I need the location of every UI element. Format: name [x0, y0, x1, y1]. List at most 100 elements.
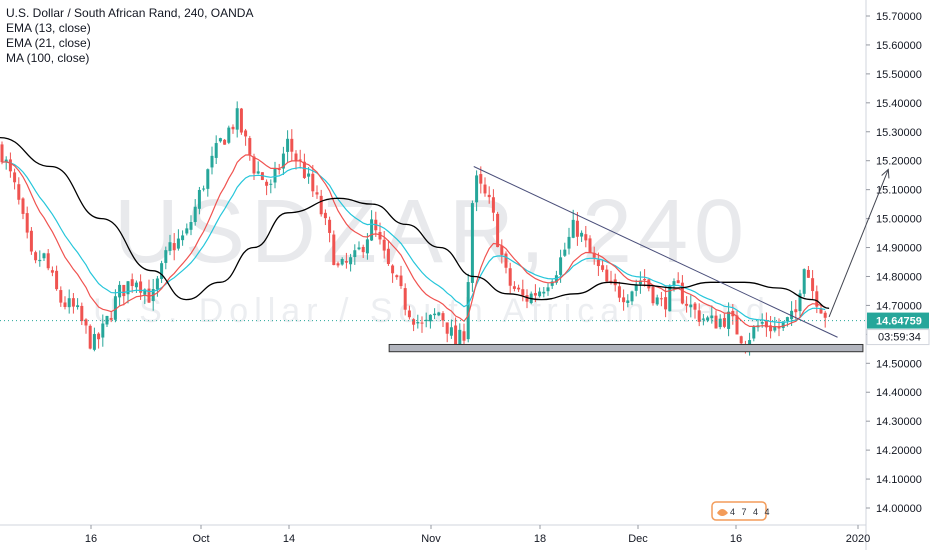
candle-body[interactable] [63, 302, 67, 307]
candle-body[interactable] [815, 291, 819, 307]
candle-body[interactable] [517, 287, 521, 290]
candle-body[interactable] [525, 295, 529, 302]
candle-body[interactable] [676, 280, 680, 284]
legend-item-ma100[interactable]: MA (100, close) [6, 51, 90, 65]
candle-body[interactable] [109, 318, 113, 320]
candle-body[interactable] [739, 336, 743, 344]
candle-body[interactable] [580, 232, 584, 237]
candle-body[interactable] [105, 315, 109, 325]
candle-body[interactable] [38, 259, 42, 262]
candle-body[interactable] [332, 234, 336, 266]
candle-body[interactable] [403, 288, 407, 310]
candle-body[interactable] [630, 291, 634, 302]
candle-body[interactable] [59, 290, 63, 303]
candle-body[interactable] [504, 253, 508, 268]
legend-item-ema13[interactable]: EMA (13, close) [6, 21, 91, 35]
candle-body[interactable] [50, 270, 54, 273]
candle-body[interactable] [659, 298, 663, 300]
candle-body[interactable] [340, 259, 344, 265]
candle-body[interactable] [445, 322, 449, 334]
candle-body[interactable] [84, 319, 88, 326]
descending-trendline[interactable] [473, 166, 838, 338]
candle-body[interactable] [441, 313, 445, 321]
candle-body[interactable] [701, 318, 705, 320]
candle-body[interactable] [538, 291, 542, 297]
candle-body[interactable] [697, 310, 701, 322]
candle-body[interactable] [458, 329, 462, 347]
candle-body[interactable] [46, 253, 50, 269]
candle-body[interactable] [643, 279, 647, 281]
candle-body[interactable] [277, 168, 281, 170]
candle-body[interactable] [193, 206, 197, 222]
candle-body[interactable] [25, 213, 29, 233]
candle-body[interactable] [521, 289, 525, 296]
projection-arrow[interactable] [828, 169, 889, 318]
candle-body[interactable] [769, 325, 773, 332]
candle-body[interactable] [160, 263, 164, 279]
candle-body[interactable] [357, 247, 361, 250]
candle-body[interactable] [122, 284, 126, 297]
candle-body[interactable] [4, 159, 8, 163]
candle-body[interactable] [626, 300, 630, 304]
candle-body[interactable] [475, 175, 479, 203]
candle-body[interactable] [349, 257, 353, 265]
candle-body[interactable] [714, 315, 718, 329]
candle-body[interactable] [794, 309, 798, 313]
candle-body[interactable] [97, 333, 101, 340]
candle-body[interactable] [718, 318, 722, 328]
candle-body[interactable] [8, 159, 12, 172]
candle-body[interactable] [790, 310, 794, 320]
candle-body[interactable] [781, 321, 785, 328]
candle-body[interactable] [483, 184, 487, 194]
candle-body[interactable] [88, 325, 92, 349]
candle-body[interactable] [491, 197, 495, 213]
candle-body[interactable] [454, 325, 458, 346]
candle-body[interactable] [550, 281, 554, 286]
candle-body[interactable] [680, 282, 684, 304]
candle-body[interactable] [55, 270, 59, 290]
candle-body[interactable] [500, 245, 504, 255]
candle-body[interactable] [378, 231, 382, 240]
candle-body[interactable] [735, 315, 739, 335]
candle-body[interactable] [802, 269, 806, 294]
candle-body[interactable] [307, 173, 311, 177]
candle-body[interactable] [710, 315, 714, 319]
support-zone-rect[interactable] [388, 343, 864, 353]
candle-body[interactable] [244, 130, 248, 137]
candle-body[interactable] [588, 238, 592, 253]
candle-body[interactable] [407, 310, 411, 318]
candle-body[interactable] [689, 304, 693, 308]
candle-body[interactable] [449, 327, 453, 336]
candle-body[interactable] [806, 269, 810, 278]
candle-body[interactable] [143, 289, 147, 295]
candle-body[interactable] [71, 298, 75, 307]
candle-body[interactable] [311, 173, 315, 192]
candle-body[interactable] [206, 169, 210, 189]
candle-body[interactable] [239, 108, 243, 133]
candle-body[interactable] [420, 322, 424, 324]
candle-body[interactable] [281, 153, 285, 169]
candle-body[interactable] [210, 155, 214, 168]
candle-body[interactable] [130, 279, 134, 287]
candle-body[interactable] [592, 252, 596, 258]
candle-body[interactable] [155, 278, 159, 290]
candle-body[interactable] [382, 239, 386, 251]
candle-body[interactable] [395, 275, 399, 278]
candle-body[interactable] [0, 144, 4, 163]
candle-body[interactable] [571, 219, 575, 238]
candle-body[interactable] [13, 172, 17, 183]
candle-body[interactable] [134, 282, 138, 288]
candle-body[interactable] [139, 281, 143, 293]
candle-body[interactable] [634, 284, 638, 291]
candle-body[interactable] [508, 268, 512, 286]
candle-body[interactable] [479, 174, 483, 184]
candle-body[interactable] [235, 108, 239, 130]
candle-body[interactable] [223, 139, 227, 145]
candle-body[interactable] [273, 168, 277, 183]
candle-body[interactable] [256, 171, 260, 174]
candle-body[interactable] [811, 278, 815, 292]
candle-body[interactable] [227, 127, 231, 143]
candle-body[interactable] [773, 325, 777, 331]
candle-body[interactable] [685, 303, 689, 306]
candle-body[interactable] [231, 126, 235, 130]
